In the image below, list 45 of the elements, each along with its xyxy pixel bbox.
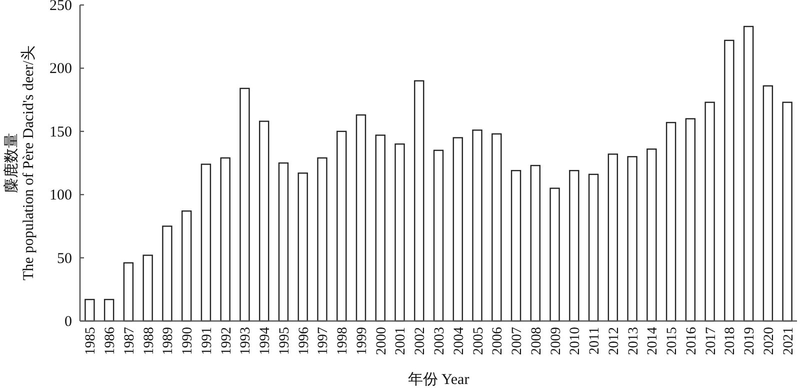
y-tick-label: 100 <box>50 188 72 204</box>
x-tick-label: 2007 <box>510 327 526 355</box>
x-tick-label: 1988 <box>142 327 157 355</box>
x-tick-label: 2015 <box>665 327 680 355</box>
y-tick-label: 250 <box>50 0 72 14</box>
x-tick-label: 2008 <box>529 327 544 355</box>
x-tick-label: 2011 <box>588 327 603 354</box>
x-tick-label: 2019 <box>742 327 758 355</box>
x-tick-label: 1998 <box>336 327 351 355</box>
x-tick-label: 2002 <box>413 327 428 355</box>
x-tick-label: 1992 <box>219 327 234 355</box>
x-axis-title: 年份 Year <box>408 371 470 388</box>
x-tick-label: 1989 <box>161 327 176 355</box>
x-tick-label: 1997 <box>316 327 332 355</box>
x-tick-label: 1990 <box>180 327 196 355</box>
y-tick-label: 0 <box>64 314 72 330</box>
y-tick-label: 50 <box>57 250 72 267</box>
y-axis-title: 麋鹿数量 The population of Père Dacid's deer/头 <box>3 46 37 280</box>
x-tick-label: 1996 <box>296 327 312 355</box>
x-tick-label: 1999 <box>354 327 370 355</box>
x-tick-label: 1986 <box>103 327 118 355</box>
x-tick-label: 2004 <box>452 327 467 355</box>
x-tick-label: 2001 <box>394 327 409 355</box>
y-tick-label: 150 <box>50 124 72 140</box>
x-tick-label: 1994 <box>258 327 274 355</box>
x-tick-label: 2010 <box>568 327 584 355</box>
x-tick-label: 2018 <box>723 327 738 355</box>
x-tick-label: 2014 <box>646 327 661 355</box>
x-tick-label: 2009 <box>548 327 564 355</box>
x-tick-label: 1985 <box>84 327 99 355</box>
x-tick-label: 1993 <box>238 327 254 355</box>
x-tick-label: 2005 <box>471 327 486 355</box>
x-tick-label: 2003 <box>432 327 448 355</box>
y-tick-label: 200 <box>50 61 72 78</box>
x-tick-label: 2012 <box>606 327 622 355</box>
x-tick-label: 2000 <box>374 327 390 355</box>
x-tick-label: 1987 <box>122 327 138 355</box>
x-tick-label: 2016 <box>684 327 700 355</box>
x-tick-label: 2013 <box>626 327 642 355</box>
x-tick-label: 2021 <box>781 327 796 355</box>
x-tick-label: 1991 <box>200 327 215 355</box>
x-tick-label: 2020 <box>762 327 777 355</box>
x-tick-label: 2006 <box>490 327 506 355</box>
x-tick-label: 2017 <box>704 327 719 355</box>
x-tick-label: 1995 <box>277 327 292 355</box>
